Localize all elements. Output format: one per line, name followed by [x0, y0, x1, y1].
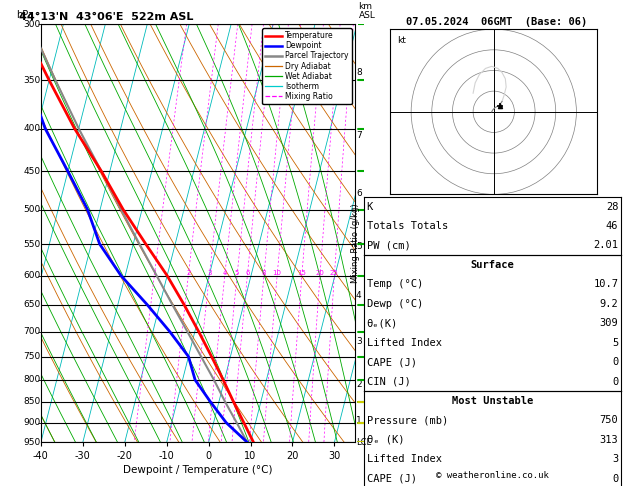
Text: Pressure (mb): Pressure (mb) — [367, 416, 448, 425]
Text: 600: 600 — [23, 271, 40, 280]
Text: 950: 950 — [23, 438, 40, 447]
Text: CAPE (J): CAPE (J) — [367, 357, 416, 367]
Text: 700: 700 — [23, 327, 40, 336]
Text: 4: 4 — [223, 270, 227, 276]
Text: 7: 7 — [356, 131, 362, 140]
Text: 5: 5 — [356, 242, 362, 251]
Text: Totals Totals: Totals Totals — [367, 221, 448, 231]
Text: 5: 5 — [612, 338, 618, 347]
Text: kt: kt — [397, 36, 406, 45]
Text: PW (cm): PW (cm) — [367, 241, 411, 250]
Text: 309: 309 — [599, 318, 618, 328]
Text: 450: 450 — [23, 167, 40, 176]
Text: 2: 2 — [186, 270, 191, 276]
Text: 2: 2 — [356, 380, 362, 389]
Text: 44°13'N  43°06'E  522m ASL: 44°13'N 43°06'E 522m ASL — [19, 12, 193, 22]
Text: Dewp (°C): Dewp (°C) — [367, 299, 423, 309]
Text: 350: 350 — [23, 76, 40, 85]
Text: 313: 313 — [599, 435, 618, 445]
Text: Mixing Ratio (g/kg): Mixing Ratio (g/kg) — [351, 203, 360, 283]
Text: 900: 900 — [23, 418, 40, 427]
Text: 500: 500 — [23, 205, 40, 214]
Text: © weatheronline.co.uk: © weatheronline.co.uk — [436, 471, 549, 480]
Text: 0: 0 — [612, 474, 618, 484]
Text: 1: 1 — [356, 416, 362, 425]
Text: 3: 3 — [356, 337, 362, 346]
Text: 550: 550 — [23, 240, 40, 248]
Text: 28: 28 — [606, 202, 618, 211]
Text: 46: 46 — [606, 221, 618, 231]
Text: 25: 25 — [330, 270, 338, 276]
Text: 10.7: 10.7 — [593, 279, 618, 289]
Text: 850: 850 — [23, 398, 40, 406]
Text: CIN (J): CIN (J) — [367, 377, 411, 386]
Text: 20: 20 — [316, 270, 325, 276]
Text: 750: 750 — [599, 416, 618, 425]
Text: 4: 4 — [356, 291, 362, 299]
Text: 800: 800 — [23, 376, 40, 384]
Text: Surface: Surface — [470, 260, 515, 270]
Text: 10: 10 — [272, 270, 282, 276]
Text: Lifted Index: Lifted Index — [367, 338, 442, 347]
Text: LCL: LCL — [356, 438, 371, 447]
Text: 400: 400 — [23, 124, 40, 133]
Text: 0: 0 — [612, 357, 618, 367]
Text: 0: 0 — [612, 377, 618, 386]
Text: 07.05.2024  06GMT  (Base: 06): 07.05.2024 06GMT (Base: 06) — [406, 17, 587, 27]
Text: 6: 6 — [356, 189, 362, 198]
Text: θₑ(K): θₑ(K) — [367, 318, 398, 328]
Text: CAPE (J): CAPE (J) — [367, 474, 416, 484]
Text: 300: 300 — [23, 20, 40, 29]
Text: 9.2: 9.2 — [599, 299, 618, 309]
Text: θₑ (K): θₑ (K) — [367, 435, 404, 445]
Text: km
ASL: km ASL — [359, 2, 376, 20]
Text: 6: 6 — [245, 270, 250, 276]
Text: 650: 650 — [23, 300, 40, 309]
Text: 2.01: 2.01 — [593, 241, 618, 250]
Text: Temp (°C): Temp (°C) — [367, 279, 423, 289]
Text: 8: 8 — [356, 69, 362, 77]
Text: 3: 3 — [207, 270, 211, 276]
X-axis label: Dewpoint / Temperature (°C): Dewpoint / Temperature (°C) — [123, 466, 273, 475]
Text: Most Unstable: Most Unstable — [452, 396, 533, 406]
Text: 15: 15 — [298, 270, 306, 276]
Text: hPa: hPa — [16, 10, 33, 20]
Text: 8: 8 — [262, 270, 266, 276]
Text: K: K — [367, 202, 373, 211]
Text: Lifted Index: Lifted Index — [367, 454, 442, 464]
Text: 3: 3 — [612, 454, 618, 464]
Legend: Temperature, Dewpoint, Parcel Trajectory, Dry Adiabat, Wet Adiabat, Isotherm, Mi: Temperature, Dewpoint, Parcel Trajectory… — [262, 28, 352, 104]
Text: 750: 750 — [23, 352, 40, 361]
Text: 5: 5 — [235, 270, 239, 276]
Text: 1: 1 — [152, 270, 157, 276]
